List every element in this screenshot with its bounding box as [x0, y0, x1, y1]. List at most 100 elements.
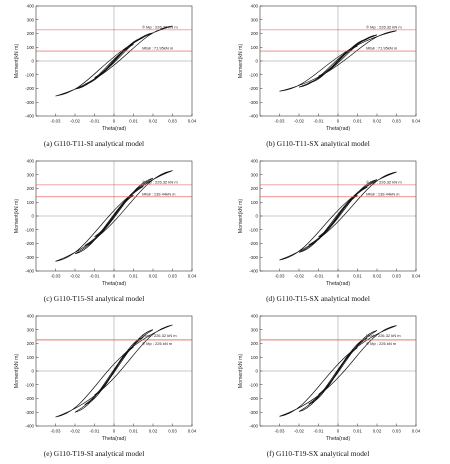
panel-caption: (c) G110-T15-SI analytical model [44, 294, 145, 303]
y-tick-label: -300 [249, 255, 258, 260]
y-axis-title: Moment(kN m) [14, 44, 20, 79]
x-tick-label: 0.04 [412, 119, 421, 124]
y-tick-label: 300 [27, 327, 35, 332]
y-tick-label: 400 [251, 4, 259, 9]
x-tick-label: 0.02 [149, 119, 158, 124]
mp-annotation: © Mp : 226 kN m [366, 341, 397, 346]
x-tick-label: 0.04 [188, 429, 197, 434]
y-tick-label: 100 [27, 45, 35, 50]
y-tick-label: -200 [25, 86, 34, 91]
x-axis-title: Theta(rad) [326, 126, 350, 132]
x-tick-label: 0.01 [129, 119, 138, 124]
x-tick-label: -0.01 [89, 119, 100, 124]
x-tick-label: 0 [337, 274, 340, 279]
x-tick-label: 0.01 [353, 429, 362, 434]
x-tick-label: 0.03 [392, 274, 401, 279]
mfail-annotation: Mfail : 139.44kN m [142, 191, 176, 196]
x-tick-label: 0.01 [353, 274, 362, 279]
panel-caption: (b) G110-T11-SX analytical model [266, 139, 370, 148]
panel-caption: (a) G110-T11-SI analytical model [44, 139, 144, 148]
x-axis-title: Theta(rad) [326, 436, 350, 442]
x-tick-label: -0.03 [50, 429, 61, 434]
x-tick-label: 0.01 [129, 274, 138, 279]
x-tick-label: 0.04 [188, 274, 197, 279]
chart-panel-2: -400 -300 -200 -100 0 100 200 300 400 -0.03 -0.02 -… [238, 4, 421, 148]
y-tick-label: -400 [249, 114, 258, 119]
y-tick-label: -200 [249, 396, 258, 401]
y-tick-label: -100 [25, 382, 34, 387]
x-tick-label: -0.02 [294, 119, 305, 124]
mfail-annotation: Mfail : 71.95kN m [142, 46, 174, 51]
x-tick-label: 0 [113, 429, 116, 434]
y-tick-label: -300 [249, 410, 258, 415]
x-tick-label: -0.03 [50, 274, 61, 279]
y-tick-label: -100 [249, 72, 258, 77]
y-tick-label: 300 [27, 172, 35, 177]
y-tick-label: -100 [249, 382, 258, 387]
x-tick-label: 0.02 [149, 274, 158, 279]
x-tick-label: 0.02 [373, 429, 382, 434]
x-tick-label: -0.01 [313, 429, 324, 434]
x-tick-label: -0.03 [274, 119, 285, 124]
y-tick-label: 300 [251, 172, 259, 177]
y-tick-label: 400 [27, 159, 35, 164]
x-tick-label: -0.02 [70, 429, 81, 434]
y-tick-label: -300 [25, 255, 34, 260]
y-tick-label: -300 [25, 410, 34, 415]
y-tick-label: -200 [249, 241, 258, 246]
x-axis-title: Theta(rad) [102, 126, 126, 132]
x-tick-label: 0.03 [392, 119, 401, 124]
chart-panel-1: -400 -300 -200 -100 0 100 200 300 400 -0.03 -0.02 -… [14, 4, 197, 148]
x-tick-label: 0 [337, 429, 340, 434]
y-tick-label: 0 [256, 214, 259, 219]
y-axis-title: Moment(kN m) [14, 354, 20, 389]
y-tick-label: -200 [249, 86, 258, 91]
y-tick-label: -100 [249, 227, 258, 232]
x-tick-label: -0.02 [294, 429, 305, 434]
x-tick-label: 0.03 [392, 429, 401, 434]
x-tick-label: 0.01 [129, 429, 138, 434]
hysteresis-loop-3 [298, 330, 378, 412]
hysteresis-loop-4 [279, 30, 397, 92]
x-tick-label: -0.02 [294, 274, 305, 279]
mp-annotation: © Mp : 226.32 kN m [366, 24, 402, 29]
y-tick-label: 0 [32, 59, 35, 64]
hysteresis-loop-4 [55, 25, 173, 97]
y-tick-label: 300 [251, 327, 259, 332]
x-tick-label: 0 [113, 119, 116, 124]
mp-annotation: © Mp : 226 kN m [142, 341, 173, 346]
panel-caption: (f) G110-T19-SX analytical model [267, 449, 370, 458]
y-tick-label: 400 [27, 4, 35, 9]
mp-annotation: © Mp : 226.32 kN m [142, 179, 178, 184]
mfail-annotation: Mfail : 226.32 kN m [366, 333, 401, 338]
y-axis-title: Moment(kN m) [238, 354, 244, 389]
mp-annotation: © Mp : 226.32 kN m [142, 24, 178, 29]
y-tick-label: -400 [249, 424, 258, 429]
mfail-annotation: Mfail : 139.44kN m [366, 191, 400, 196]
y-tick-label: -400 [25, 269, 34, 274]
x-axis-title: Theta(rad) [102, 436, 126, 442]
hysteresis-loop-3 [74, 329, 154, 413]
x-tick-label: -0.01 [89, 429, 100, 434]
y-tick-label: 200 [251, 31, 259, 36]
y-tick-label: -100 [25, 72, 34, 77]
x-tick-label: 0.03 [168, 119, 177, 124]
chart-panel-6: -400 -300 -200 -100 0 100 200 300 400 -0.03 -0.02 -… [238, 314, 421, 458]
y-tick-label: 100 [251, 200, 259, 205]
y-tick-label: 100 [251, 45, 259, 50]
x-tick-label: 0.04 [412, 274, 421, 279]
x-tick-label: -0.01 [313, 274, 324, 279]
y-tick-label: -400 [25, 424, 34, 429]
hysteresis-loop-2 [84, 336, 144, 406]
y-tick-label: 200 [251, 186, 259, 191]
x-axis-title: Theta(rad) [326, 281, 350, 287]
y-tick-label: 200 [27, 31, 35, 36]
y-tick-label: 400 [251, 314, 259, 319]
x-tick-label: 0.04 [412, 429, 421, 434]
x-tick-label: -0.02 [70, 119, 81, 124]
x-tick-label: 0.01 [353, 119, 362, 124]
y-tick-label: 200 [27, 186, 35, 191]
y-tick-label: -300 [25, 100, 34, 105]
y-tick-label: 100 [27, 200, 35, 205]
